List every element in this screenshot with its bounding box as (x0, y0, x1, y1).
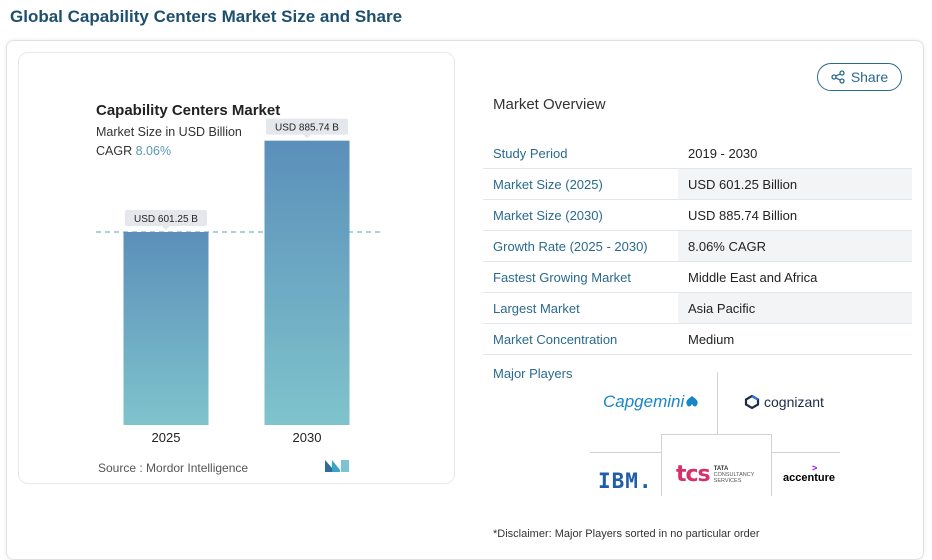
overview-value: 8.06% CAGR (678, 231, 912, 261)
cognizant-mark-icon (744, 394, 760, 410)
overview-row: Study Period 2019 - 2030 (483, 138, 912, 169)
chart-title: Capability Centers Market (96, 102, 281, 119)
ibm-logo: IBM. (598, 469, 653, 493)
overview-key: Market Size (2030) (493, 207, 603, 223)
overview-value: Middle East and Africa (688, 269, 818, 285)
overview-value: 2019 - 2030 (688, 145, 758, 161)
share-button[interactable]: Share (817, 63, 902, 91)
mordor-intelligence-logo (325, 460, 349, 472)
overview-row: Market Concentration Medium (483, 324, 912, 355)
overview-key: Study Period (493, 145, 568, 161)
overview-value: USD 601.25 Billion (678, 169, 912, 199)
data-label: USD 601.25 B (134, 214, 198, 225)
overview-table: Study Period 2019 - 2030 Market Size (20… (483, 138, 912, 355)
overview-row: Market Size (2030) USD 885.74 Billion (483, 200, 912, 231)
overview-key: Growth Rate (2025 - 2030) (493, 238, 648, 254)
major-players-title: Major Players (493, 366, 573, 381)
overview-value: USD 885.74 Billion (688, 207, 798, 223)
tcs-mark: tcs (676, 462, 711, 487)
chart-card (18, 52, 455, 484)
ibm-text: IBM. (598, 469, 653, 493)
overview-row: Largest Market Asia Pacific (483, 293, 912, 324)
cagr-value: 8.06% (135, 144, 172, 158)
overview-key: Market Size (2025) (493, 176, 603, 192)
overview-value: Medium (688, 331, 735, 347)
capgemini-spade-icon (686, 396, 698, 407)
players-divider (717, 372, 718, 434)
tcs-logo-box (661, 434, 772, 496)
data-label-box (266, 118, 348, 135)
tcs-tagline: TATA CONSULTANCY SERVICES (714, 466, 755, 484)
bar-chart: USD 601.25 B 2025 USD 885.74 B 2030 (96, 118, 380, 445)
tcs-logo: tcs TATA CONSULTANCY SERVICES (676, 462, 754, 487)
data-label-pointer (303, 134, 311, 139)
overview-value: Asia Pacific (678, 293, 912, 323)
overview-key: Largest Market (493, 300, 580, 316)
cagr-label: CAGR 8.06% (96, 144, 171, 158)
tcs-consultancy: CONSULTANCY (713, 471, 755, 478)
accenture-text: accenture (783, 472, 835, 484)
overview-key: Market Concentration (493, 331, 618, 347)
cognizant-logo: cognizant (744, 394, 824, 410)
data-label: USD 885.74 B (275, 123, 339, 134)
bar-2025 (123, 231, 209, 425)
disclaimer: *Disclaimer: Major Players sorted in no … (493, 528, 760, 540)
x-tick-label: 2025 (152, 430, 181, 445)
capgemini-text: Capgemini (603, 392, 685, 411)
data-label-pointer (162, 225, 170, 230)
accenture-logo: > accenture (783, 463, 835, 484)
x-tick-label: 2030 (293, 430, 322, 445)
chart-source: Source : Mordor Intelligence (98, 461, 249, 475)
share-label: Share (850, 69, 889, 85)
tcs-tata: TATA (713, 465, 729, 472)
page-title: Global Capability Centers Market Size an… (10, 7, 403, 26)
tcs-services: SERVICES (713, 477, 742, 484)
capgemini-logo: Capgemini (603, 392, 700, 412)
overview-row: Growth Rate (2025 - 2030) 8.06% CAGR (483, 231, 912, 262)
share-icon (831, 70, 845, 84)
data-label-box (125, 209, 207, 226)
overview-key: Fastest Growing Market (493, 269, 631, 285)
bar-2030 (264, 140, 350, 425)
cognizant-text: cognizant (764, 394, 824, 410)
chart-subtitle: Market Size in USD Billion (96, 125, 242, 139)
cagr-label-text: CAGR (96, 144, 133, 158)
overview-title: Market Overview (493, 96, 606, 113)
overview-row: Fastest Growing Market Middle East and A… (483, 262, 912, 293)
accenture-greater-than-icon: > (812, 463, 818, 473)
overview-row: Market Size (2025) USD 601.25 Billion (483, 169, 912, 200)
